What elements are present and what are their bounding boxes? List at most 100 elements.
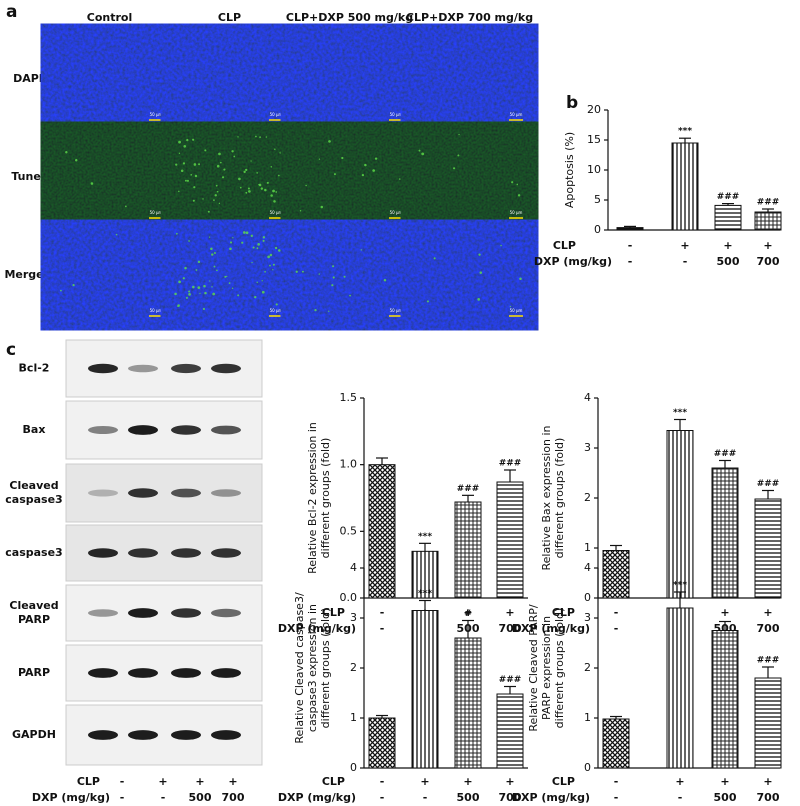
tunel-dot — [213, 199, 215, 201]
bar — [754, 211, 782, 231]
blot-band — [88, 489, 118, 497]
annotation: *** — [673, 408, 687, 418]
tunel-dot — [314, 308, 317, 312]
tunel-dot — [264, 188, 267, 192]
group-label: DXP (mg/kg) — [512, 622, 590, 635]
y-tick-label: 1.0 — [340, 458, 358, 471]
tunel-dot — [188, 240, 190, 242]
tunel-dot — [204, 149, 207, 152]
group-value: + — [680, 239, 689, 252]
micro-image — [412, 229, 527, 321]
tunel-dot — [282, 295, 285, 298]
panel-label: b — [566, 93, 578, 113]
group-value: + — [720, 606, 729, 619]
tunel-dot — [479, 271, 483, 274]
y-tick-label: 1 — [584, 541, 591, 554]
tunel-dot — [266, 181, 269, 184]
group-label: CLP — [552, 606, 575, 619]
blot-label: Cleaved — [9, 479, 58, 492]
bar — [411, 610, 439, 769]
tunel-dot — [211, 286, 213, 288]
annotation: *** — [418, 589, 432, 599]
blot-label: Bcl-2 — [19, 362, 50, 375]
panel-label: a — [6, 2, 17, 22]
group-value: 700 — [757, 255, 780, 268]
blot-band — [88, 668, 118, 678]
tunel-dot — [178, 280, 181, 284]
tunel-dot — [328, 310, 330, 312]
tunel-dot — [221, 176, 225, 179]
annotation: ### — [499, 459, 522, 469]
bar — [496, 481, 524, 599]
tunel-dot — [328, 140, 331, 143]
annotation: ### — [499, 675, 522, 685]
bar — [711, 467, 739, 599]
tunel-dot — [252, 246, 255, 249]
blot-label: Bax — [23, 423, 46, 436]
tunel-dot — [332, 265, 335, 268]
bar — [454, 501, 482, 599]
panel-label: c — [6, 340, 16, 360]
micro-image — [292, 229, 407, 321]
tunel-dot — [228, 282, 231, 285]
group-value: - — [678, 791, 683, 804]
group-value: 500 — [717, 255, 740, 268]
scale-label: 50 μm — [510, 210, 523, 215]
tunel-dot — [361, 173, 365, 177]
tunel-dot — [184, 179, 187, 182]
tunel-dot — [184, 266, 187, 270]
tunel-dot — [229, 247, 232, 251]
tunel-dot — [273, 200, 276, 203]
group-label: DXP (mg/kg) — [32, 791, 110, 804]
tunel-dot — [295, 270, 298, 273]
tunel-dot — [197, 286, 201, 289]
tunel-dot — [186, 179, 189, 182]
tunel-dot — [192, 285, 195, 289]
tunel-dot — [452, 167, 456, 170]
tunel-dot — [192, 199, 195, 202]
row-label: DAPI — [13, 72, 43, 85]
y-tick-label: 0 — [584, 761, 591, 774]
tunel-dot — [477, 298, 481, 301]
tunel-dot — [262, 239, 265, 242]
tunel-dot — [260, 187, 264, 190]
group-value: - — [120, 791, 125, 804]
tunel-dot — [178, 152, 181, 154]
blot-band — [128, 668, 158, 678]
y-axis-label: different groups (fold) — [553, 438, 566, 559]
tunel-dot — [275, 303, 278, 306]
blot-band — [128, 730, 158, 740]
y-tick-label: 4 — [584, 391, 591, 404]
blot-label: Cleaved — [9, 599, 58, 612]
y-tick-label: 2 — [584, 491, 591, 504]
tunel-dot — [279, 151, 282, 154]
group-value: + — [720, 775, 729, 788]
group-value: 500 — [714, 791, 737, 804]
y-axis-label: Relative Cleaved caspase3/ — [293, 592, 306, 744]
y-axis-label: PARP expression in — [540, 616, 553, 720]
group-value: + — [463, 775, 472, 788]
annotation: ### — [714, 449, 737, 459]
tunel-dot — [182, 277, 185, 280]
group-label: DXP (mg/kg) — [278, 622, 356, 635]
tunel-dot — [251, 261, 253, 264]
y-tick-label: 0 — [584, 591, 591, 604]
column-header: CLP — [218, 11, 241, 24]
group-value: 700 — [757, 791, 780, 804]
scale-label: 50 μm — [510, 308, 523, 313]
bar — [602, 550, 630, 599]
annotation: ### — [757, 656, 780, 666]
y-tick-label: 1 — [584, 711, 591, 724]
bar — [754, 498, 782, 599]
annotation: *** — [418, 532, 432, 542]
tunel-dot — [192, 138, 195, 141]
tunel-dot — [265, 136, 267, 138]
y-tick-label: 1.5 — [340, 391, 358, 404]
tunel-dot — [261, 280, 263, 282]
tunel-dot — [280, 138, 284, 141]
y-axis-label: Apoptosis (%) — [563, 132, 576, 208]
micro-image — [172, 131, 287, 223]
annotation: # — [464, 609, 472, 619]
tunel-dot — [247, 187, 250, 190]
group-value: - — [380, 622, 385, 635]
